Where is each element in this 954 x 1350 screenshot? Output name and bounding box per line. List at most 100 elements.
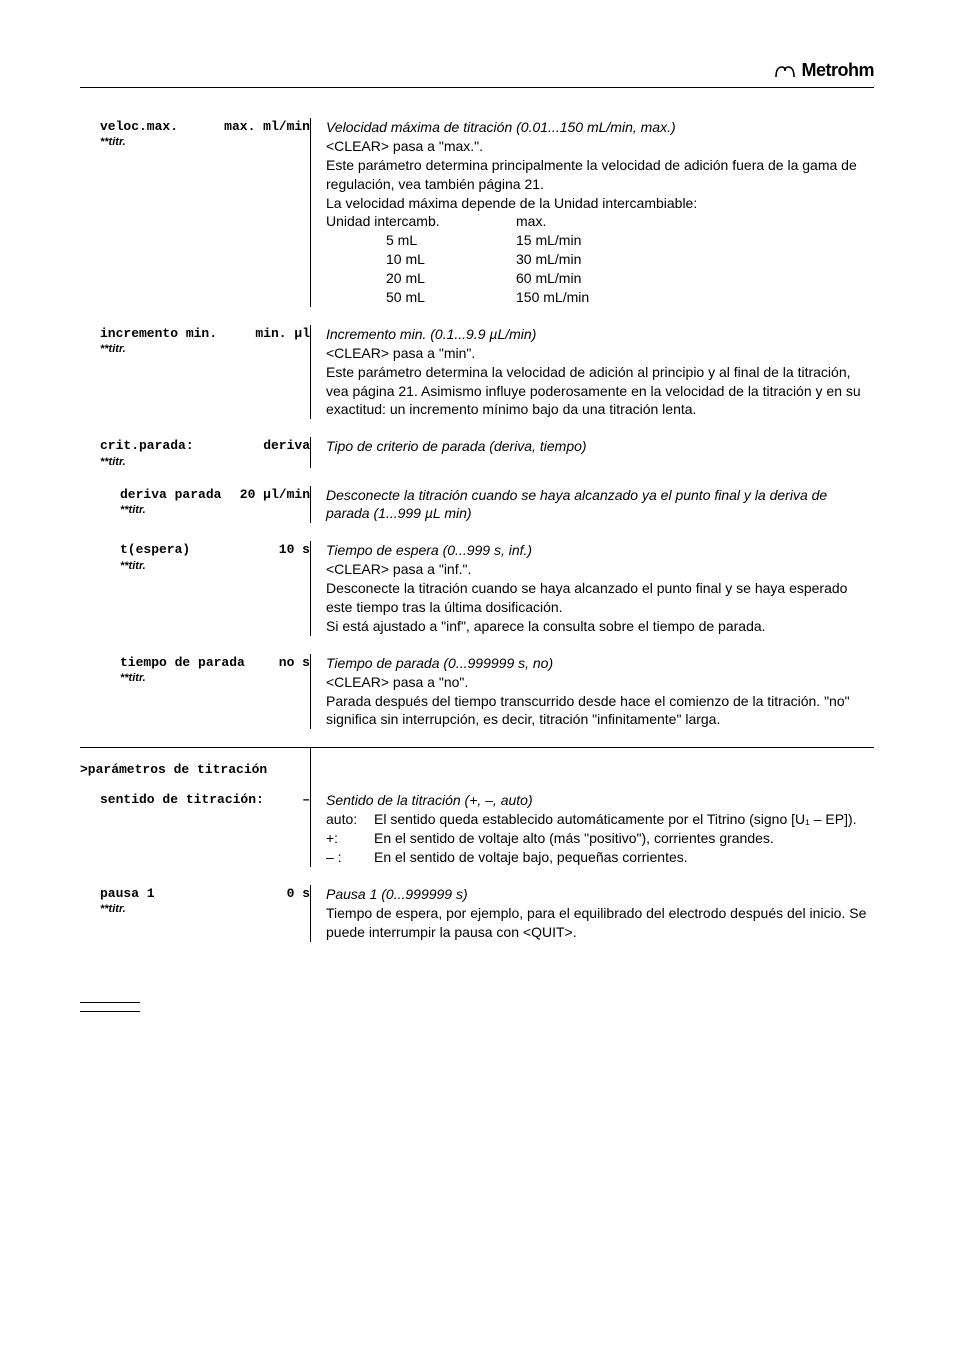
label-text: t(espera) 10 s — [120, 541, 310, 559]
table-header-cell: Unidad intercamb. — [326, 212, 516, 231]
parameter-description: Pausa 1 (0...999999 s)Tiempo de espera, … — [310, 885, 874, 942]
parameter-description: Tiempo de espera (0...999 s, inf.)<CLEAR… — [310, 541, 874, 635]
parameter-description: Velocidad máxima de titración (0.01...15… — [310, 118, 874, 307]
footer-line-2 — [80, 1011, 140, 1012]
label-right: 20 µl/min — [240, 486, 310, 504]
desc-line: La velocidad máxima depende de la Unidad… — [326, 194, 874, 213]
desc-heading: Pausa 1 (0...999999 s) — [326, 885, 874, 904]
desc-heading: Velocidad máxima de titración (0.01...15… — [326, 118, 874, 137]
section-header-spacer — [310, 748, 874, 791]
desc-line: Si está ajustado a "inf", aparece la con… — [326, 617, 874, 636]
label-right: 0 s — [287, 885, 310, 903]
option-key: +: — [326, 829, 374, 848]
table-cell: 30 mL/min — [516, 250, 636, 269]
label-right: deriva — [263, 437, 310, 455]
section-header-label: >parámetros de titración — [80, 748, 310, 791]
parameter-description: Tiempo de parada (0...999999 s, no)<CLEA… — [310, 654, 874, 730]
label-left: crit.parada: — [100, 437, 194, 455]
option-key: auto: — [326, 810, 374, 829]
desc-line: Este parámetro determina la velocidad de… — [326, 363, 874, 420]
label-right: 10 s — [279, 541, 310, 559]
label-left: deriva parada — [120, 486, 221, 504]
parameter-label: incremento min. min. µl**titr. — [80, 325, 310, 419]
parameter-row: incremento min. min. µl**titr.Incremento … — [80, 325, 874, 419]
parameter-row: crit.parada: deriva**titr.Tipo de criteri… — [80, 437, 874, 467]
parameter-label: pausa 1 0 s**titr. — [80, 885, 310, 942]
table-cell: 15 mL/min — [516, 231, 636, 250]
parameter-label: t(espera) 10 s**titr. — [80, 541, 310, 635]
label-right: max. ml/min — [224, 118, 310, 136]
table-row: 20 mL60 mL/min — [386, 269, 874, 288]
label-left: t(espera) — [120, 541, 190, 559]
desc-line: Parada después del tiempo transcurrido d… — [326, 692, 874, 730]
option-row: +:En el sentido de voltaje alto (más "po… — [326, 829, 874, 848]
parameter-description: Incremento min. (0.1...9.9 µL/min)<CLEAR… — [310, 325, 874, 419]
parameter-row: pausa 1 0 s**titr.Pausa 1 (0...999999 s)T… — [80, 885, 874, 942]
desc-line: <CLEAR> pasa a "min". — [326, 344, 874, 363]
parameter-label: deriva parada 20 µl/min**titr. — [80, 486, 310, 524]
titr-note: **titr. — [100, 456, 310, 468]
table-row: 50 mL150 mL/min — [386, 288, 874, 307]
titration-parameters: sentido de titración: –Sentido de la titr… — [80, 791, 874, 941]
desc-line: Este parámetro determina principalmente … — [326, 156, 874, 194]
parameter-row: veloc.max. max. ml/min**titr. Velocidad má… — [80, 118, 874, 307]
section-header-row: >parámetros de titración — [80, 748, 874, 791]
desc-line: Desconecte la titración cuando se haya a… — [326, 579, 874, 617]
titr-note: **titr. — [120, 560, 310, 572]
option-row: auto:El sentido queda establecido automá… — [326, 810, 874, 829]
option-text: El sentido queda establecido automáticam… — [374, 810, 874, 829]
table-cell: 5 mL — [386, 231, 516, 250]
desc-line: <CLEAR> pasa a "no". — [326, 673, 874, 692]
titr-note: **titr. — [120, 672, 310, 684]
table-cell: 150 mL/min — [516, 288, 636, 307]
option-key: – : — [326, 848, 374, 867]
option-row: – :En el sentido de voltaje bajo, pequeñ… — [326, 848, 874, 867]
table-cell: 50 mL — [386, 288, 516, 307]
label-left: pausa 1 — [100, 885, 155, 903]
label-text: pausa 1 0 s — [100, 885, 310, 903]
table-cell: 60 mL/min — [516, 269, 636, 288]
label-right: – — [302, 791, 310, 809]
brand-text: Metrohm — [802, 60, 875, 81]
table-row: 10 mL30 mL/min — [386, 250, 874, 269]
parameter-row: deriva parada 20 µl/min**titr. Desconecte … — [80, 486, 874, 524]
label-text: sentido de titración: – — [100, 791, 310, 809]
titr-note: **titr. — [120, 504, 310, 516]
option-text: En el sentido de voltaje bajo, pequeñas … — [374, 848, 874, 867]
desc-heading: Tiempo de parada (0...999999 s, no) — [326, 654, 874, 673]
table-header-cell: max. — [516, 212, 636, 231]
label-text: veloc.max. max. ml/min — [100, 118, 310, 136]
desc-heading: Desconecte la titración cuando se haya a… — [326, 486, 874, 524]
label-left: veloc.max. — [100, 118, 178, 136]
table-row: 5 mL15 mL/min — [386, 231, 874, 250]
table-header-row: Unidad intercamb.max. — [326, 212, 874, 231]
titr-note: **titr. — [100, 903, 310, 915]
parameter-label: crit.parada: deriva**titr. — [80, 437, 310, 467]
parameter-row: tiempo de paradano s**titr.Tiempo de par… — [80, 654, 874, 730]
label-right: min. µl — [255, 325, 310, 343]
parameter-label: veloc.max. max. ml/min**titr. — [80, 118, 310, 307]
page-header: Metrohm — [80, 60, 874, 88]
section-header: >parámetros de titración — [80, 748, 310, 791]
desc-heading: Sentido de la titración (+, –, auto) — [326, 791, 874, 810]
label-text: deriva parada 20 µl/min — [120, 486, 310, 504]
document-page: Metrohm veloc.max.max. ml/min**titr.Velo… — [0, 0, 954, 1072]
label-right: no s — [279, 654, 310, 672]
brand-logo: Metrohm — [774, 60, 875, 81]
parameter-label: tiempo de parada no s**titr. — [80, 654, 310, 730]
titr-note: **titr. — [100, 136, 310, 148]
metrohm-icon — [774, 63, 796, 79]
label-left: sentido de titración: — [100, 791, 264, 809]
desc-line: <CLEAR> pasa a "max.". — [326, 137, 874, 156]
label-left: incremento min. — [100, 325, 217, 343]
label-text: incremento min. min. µl — [100, 325, 310, 343]
label-left: tiempo de parada — [120, 654, 245, 672]
parameter-description: Tipo de criterio de parada (deriva, tiem… — [310, 437, 874, 467]
label-text: tiempo de parada no s — [120, 654, 310, 672]
table-cell: 10 mL — [386, 250, 516, 269]
titr-note: **titr. — [100, 343, 310, 355]
desc-line: <CLEAR> pasa a "inf.". — [326, 560, 874, 579]
desc-heading: Tiempo de espera (0...999 s, inf.) — [326, 541, 874, 560]
table-cell: 20 mL — [386, 269, 516, 288]
parameter-description: Sentido de la titración (+, –, auto)auto… — [310, 791, 874, 867]
